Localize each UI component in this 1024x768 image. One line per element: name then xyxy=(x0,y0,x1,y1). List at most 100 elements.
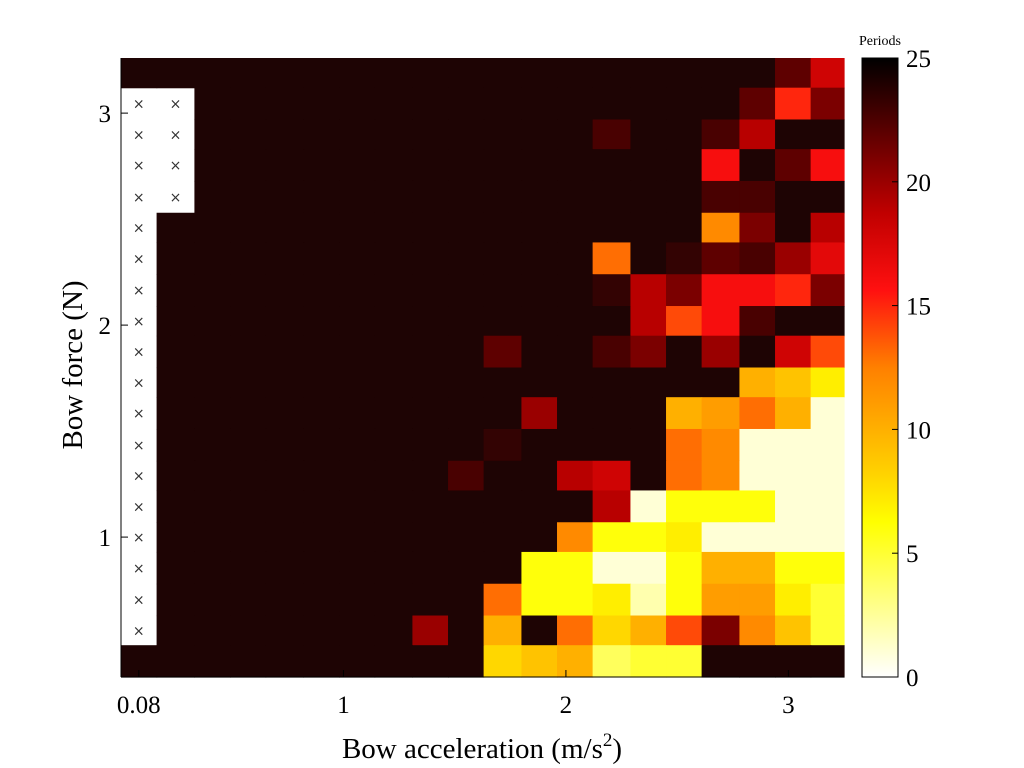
heatmap-cell xyxy=(666,242,703,275)
heatmap-cell xyxy=(739,87,776,121)
heatmap-cell xyxy=(412,583,449,617)
heatmap-cell xyxy=(483,87,523,121)
heatmap-cell xyxy=(810,490,845,523)
heatmap-cell xyxy=(666,428,703,462)
heatmap-cell xyxy=(592,149,632,182)
heatmap-cell xyxy=(448,58,485,89)
heatmap-cell xyxy=(666,460,703,492)
heatmap-cell xyxy=(483,335,523,369)
heatmap-cell xyxy=(265,397,305,430)
heatmap-cell xyxy=(521,583,558,617)
heatmap-cell xyxy=(592,397,632,430)
heatmap-cell xyxy=(666,212,703,244)
nan-marker: × xyxy=(133,158,145,174)
heatmap-cell xyxy=(483,367,523,398)
heatmap-cell xyxy=(265,274,305,307)
heatmap-cell xyxy=(230,335,267,369)
heatmap-cell xyxy=(374,87,414,121)
heatmap-cell xyxy=(339,242,376,275)
heatmap-cell xyxy=(810,551,845,585)
heatmap-cell xyxy=(739,460,776,492)
heatmap-cell xyxy=(230,180,267,214)
heatmap-cell xyxy=(448,522,485,553)
heatmap-cell xyxy=(521,397,558,430)
heatmap-cell xyxy=(230,87,267,121)
heatmap-cell xyxy=(775,551,812,585)
heatmap-cell xyxy=(810,58,845,89)
heatmap-cell xyxy=(230,645,267,678)
heatmap-cell xyxy=(739,428,776,462)
heatmap-cell xyxy=(521,180,558,214)
heatmap-cell xyxy=(810,274,845,307)
heatmap-cell xyxy=(412,645,449,678)
heatmap-cell xyxy=(630,490,667,523)
heatmap-cell xyxy=(739,522,776,553)
y-tick-label: 2 xyxy=(99,313,112,340)
heatmap-cell xyxy=(483,149,523,182)
heatmap-cell xyxy=(592,58,632,89)
nan-marker: × xyxy=(133,438,145,454)
heatmap-cell xyxy=(412,306,449,337)
heatmap-cell xyxy=(230,490,267,523)
plot-area: × × × × × × × × × × × × × × × × × × × × × × xyxy=(120,58,845,678)
heatmap-cell xyxy=(592,306,632,337)
heatmap-cell xyxy=(739,242,776,275)
heatmap-cell xyxy=(557,306,594,337)
heatmap-cell xyxy=(265,490,305,523)
x-axis-label-superscript: 2 xyxy=(603,730,613,751)
heatmap-cell xyxy=(230,551,267,585)
heatmap-cell xyxy=(448,119,485,150)
heatmap-cell xyxy=(666,522,703,553)
colorbar-title: Periods xyxy=(859,34,901,49)
heatmap-cell xyxy=(592,522,632,553)
heatmap-cell xyxy=(810,428,845,462)
heatmap-cell xyxy=(775,490,812,523)
heatmap-cell xyxy=(339,274,376,307)
heatmap-cell xyxy=(156,615,196,646)
heatmap-cell xyxy=(592,615,632,646)
heatmap-cell xyxy=(557,212,594,244)
heatmap-cell xyxy=(483,242,523,275)
heatmap-cell xyxy=(412,87,449,121)
heatmap-cell xyxy=(701,58,741,89)
heatmap-cell xyxy=(194,274,231,307)
heatmap-cell xyxy=(521,645,558,678)
heatmap-cell xyxy=(303,180,340,214)
nan-marker: × xyxy=(133,345,145,361)
heatmap-cell xyxy=(701,551,741,585)
heatmap-cell xyxy=(810,242,845,275)
heatmap-cell xyxy=(810,335,845,369)
heatmap-cell xyxy=(701,242,741,275)
heatmap-cell xyxy=(521,212,558,244)
heatmap-cell xyxy=(739,180,776,214)
heatmap-cell xyxy=(265,58,305,89)
heatmap-cell xyxy=(592,335,632,369)
heatmap-cell xyxy=(339,460,376,492)
heatmap-cell xyxy=(339,367,376,398)
colorbar: Periods 0 5 10 15 20 25 xyxy=(859,34,931,692)
colorbar-ticks: 0 5 10 15 20 25 xyxy=(892,46,931,692)
heatmap-cell xyxy=(265,242,305,275)
heatmap-cell xyxy=(483,274,523,307)
heatmap-cell xyxy=(775,428,812,462)
heatmap-cell xyxy=(339,87,376,121)
heatmap-cell xyxy=(775,615,812,646)
heatmap-cell xyxy=(230,58,267,89)
heatmap-cell xyxy=(739,212,776,244)
heatmap-cell xyxy=(303,274,340,307)
heatmap-cell xyxy=(194,87,231,121)
heatmap-cell xyxy=(303,583,340,617)
heatmap-cell xyxy=(521,428,558,462)
heatmap-cell xyxy=(666,180,703,214)
heatmap-cell xyxy=(666,306,703,337)
heatmap-cell xyxy=(666,615,703,646)
heatmap-cell xyxy=(156,397,196,430)
heatmap-cell xyxy=(775,119,812,150)
heatmap-cell xyxy=(739,306,776,337)
heatmap-cell xyxy=(592,490,632,523)
nan-marker: × xyxy=(133,499,145,515)
heatmap-cell xyxy=(303,119,340,150)
heatmap-cell xyxy=(521,490,558,523)
heatmap-cell xyxy=(374,551,414,585)
heatmap-cell xyxy=(230,212,267,244)
